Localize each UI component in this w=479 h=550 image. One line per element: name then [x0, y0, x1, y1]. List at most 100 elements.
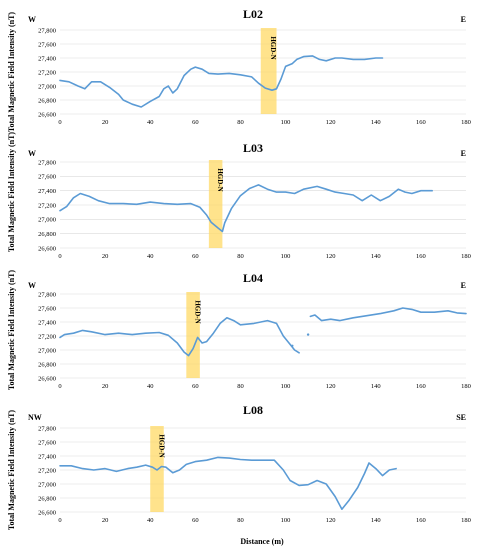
y-tick-label: 26,800: [38, 495, 56, 502]
data-point: [306, 333, 310, 336]
chart-title: L04: [243, 271, 263, 285]
x-tick-label: 100: [281, 253, 291, 260]
x-tick-label: 160: [416, 253, 426, 260]
x-tick-label: 80: [237, 517, 244, 524]
y-axis-label: Total Magnetic Field Intensity (nT): [7, 132, 16, 252]
x-axis-label: Distance (m): [240, 537, 284, 546]
direction-label-left: NW: [28, 413, 42, 422]
data-point: [291, 344, 294, 347]
x-tick-label: 80: [237, 253, 244, 260]
x-tick-label: 40: [147, 253, 154, 260]
x-tick-label: 20: [102, 383, 109, 390]
y-tick-label: 27,800: [38, 27, 56, 34]
y-tick-label: 27,400: [38, 188, 56, 195]
y-tick-label: 27,400: [38, 453, 56, 460]
x-tick-label: 40: [147, 119, 154, 126]
direction-label-left: W: [28, 149, 36, 158]
y-axis-label: Total Magnetic Field Intensity (nT): [7, 12, 16, 132]
y-tick-label: 27,000: [38, 217, 56, 224]
x-tick-label: 120: [326, 517, 336, 524]
chart-panels: 26,600 26,800 27,000 27,200 27,400 27,600 27,8…: [28, 7, 471, 524]
x-tick-label: 180: [461, 119, 471, 126]
direction-label-right: E: [461, 149, 466, 158]
x-tick-label: 100: [281, 119, 291, 126]
y-tick-label: 27,400: [38, 55, 56, 62]
x-tick-label: 120: [326, 383, 336, 390]
direction-label-right: E: [461, 15, 466, 24]
chart-title: L02: [243, 7, 263, 21]
zone-label: HGD-N: [216, 168, 224, 191]
y-axis-label: Total Magnetic Field Intensity (nT): [7, 270, 16, 390]
y-tick-label: 26,600: [38, 375, 56, 382]
x-tick-label: 160: [416, 119, 426, 126]
chart-title: L08: [243, 403, 263, 417]
series-line: [309, 307, 467, 322]
x-tick-label: 60: [192, 253, 199, 260]
y-tick-label: 26,600: [38, 111, 56, 118]
y-tick-label: 27,600: [38, 41, 56, 48]
series-line: [59, 317, 300, 357]
zone-band: [208, 160, 223, 248]
x-tick-label: 180: [461, 517, 471, 524]
y-tick-label: 27,800: [38, 291, 56, 298]
y-tick-label: 27,000: [38, 481, 56, 488]
y-tick-label: 26,600: [38, 509, 56, 516]
x-tick-label: 100: [281, 383, 291, 390]
x-tick-label: 0: [58, 253, 61, 260]
x-tick-label: 60: [192, 119, 199, 126]
x-tick-label: 180: [461, 253, 471, 260]
series-line: [59, 55, 384, 108]
x-tick-label: 80: [237, 383, 244, 390]
y-tick-label: 27,600: [38, 305, 56, 312]
y-tick-label: 26,800: [38, 361, 56, 368]
x-tick-label: 100: [281, 517, 291, 524]
zone-band: [260, 28, 277, 114]
x-tick-label: 20: [102, 119, 109, 126]
y-tick-label: 26,600: [38, 245, 56, 252]
y-tick-label: 26,800: [38, 231, 56, 238]
y-tick-label: 27,800: [38, 425, 56, 432]
x-tick-label: 0: [58, 119, 61, 126]
x-tick-label: 40: [147, 517, 154, 524]
direction-label-left: W: [28, 281, 36, 290]
chart-panel-l03: 26,600 26,800 27,000 27,200 27,400 27,600 27,8…: [28, 141, 471, 260]
x-tick-label: 120: [326, 253, 336, 260]
y-tick-label: 27,600: [38, 439, 56, 446]
y-tick-label: 27,800: [38, 159, 56, 166]
y-tick-label: 26,800: [38, 97, 56, 104]
y-axis-label: Total Magnetic Field Intensity (nT): [7, 410, 16, 530]
y-tick-label: 27,000: [38, 347, 56, 354]
zone-band: [186, 292, 200, 378]
x-tick-label: 0: [58, 383, 61, 390]
chart-panel-l02: 26,600 26,800 27,000 27,200 27,400 27,600 27,8…: [28, 7, 471, 126]
direction-label-right: E: [461, 281, 466, 290]
x-tick-label: 160: [416, 383, 426, 390]
y-tick-label: 27,200: [38, 467, 56, 474]
x-tick-label: 60: [192, 383, 199, 390]
x-tick-label: 120: [326, 119, 336, 126]
x-tick-label: 20: [102, 253, 109, 260]
x-tick-label: 160: [416, 517, 426, 524]
direction-label-right: SE: [456, 413, 466, 422]
zone-label: HGD-N: [194, 300, 202, 323]
direction-label-left: W: [28, 15, 36, 24]
x-tick-label: 40: [147, 383, 154, 390]
x-tick-label: 80: [237, 119, 244, 126]
x-tick-label: 140: [371, 517, 381, 524]
x-tick-label: 20: [102, 517, 109, 524]
series-line: [59, 184, 433, 233]
y-tick-label: 27,600: [38, 174, 56, 181]
x-tick-label: 140: [371, 383, 381, 390]
zone-label: HGD-N: [157, 434, 165, 457]
y-tick-label: 27,200: [38, 69, 56, 76]
y-tick-label: 27,200: [38, 333, 56, 340]
series-line: [59, 456, 397, 510]
x-tick-label: 0: [58, 517, 61, 524]
x-tick-label: 140: [371, 253, 381, 260]
chart-panel-l08: 26,600 26,800 27,000 27,200 27,400 27,600 27,8…: [28, 403, 471, 524]
chart-panel-l04: 26,600 26,800 27,000 27,200 27,400 27,600 27,8…: [28, 271, 471, 390]
chart-title: L03: [243, 141, 263, 155]
y-tick-label: 27,000: [38, 83, 56, 90]
zone-label: HGD-N: [269, 36, 277, 59]
